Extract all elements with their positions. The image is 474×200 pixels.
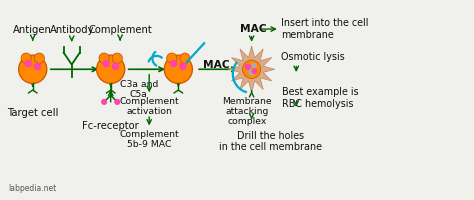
Text: Membrane
attacking
complex: Membrane attacking complex xyxy=(222,97,272,126)
Circle shape xyxy=(103,61,109,67)
Circle shape xyxy=(99,53,109,63)
Polygon shape xyxy=(228,46,275,93)
Circle shape xyxy=(245,64,250,69)
Circle shape xyxy=(112,53,122,63)
Circle shape xyxy=(167,53,177,63)
Circle shape xyxy=(164,55,192,83)
Text: Complement
5b-9 MAC: Complement 5b-9 MAC xyxy=(119,130,179,149)
Text: Osmotic lysis: Osmotic lysis xyxy=(281,52,345,62)
Circle shape xyxy=(252,69,256,73)
Text: Best example is
RBC hemolysis: Best example is RBC hemolysis xyxy=(282,87,359,109)
Circle shape xyxy=(171,61,177,67)
Text: labpedia.net: labpedia.net xyxy=(9,184,56,193)
Circle shape xyxy=(97,55,125,83)
Text: Fc-receptor: Fc-receptor xyxy=(82,121,139,131)
Text: Insert into the cell
membrane: Insert into the cell membrane xyxy=(281,18,368,40)
Circle shape xyxy=(112,63,118,69)
Circle shape xyxy=(35,63,40,69)
Circle shape xyxy=(102,100,107,104)
Text: C3a and
C5a: C3a and C5a xyxy=(120,80,158,99)
Circle shape xyxy=(242,60,261,78)
Text: MAC: MAC xyxy=(203,60,229,70)
Circle shape xyxy=(249,71,254,75)
Circle shape xyxy=(18,55,47,83)
Text: Complement: Complement xyxy=(88,25,152,35)
Circle shape xyxy=(246,67,251,71)
Text: MAC: MAC xyxy=(240,24,266,34)
Circle shape xyxy=(180,63,186,69)
Circle shape xyxy=(180,53,190,63)
Text: Complement
activation: Complement activation xyxy=(119,97,179,116)
Text: Drill the holes
in the cell membrane: Drill the holes in the cell membrane xyxy=(219,131,322,152)
Circle shape xyxy=(115,100,119,104)
Circle shape xyxy=(21,53,31,63)
Text: Target cell: Target cell xyxy=(7,108,58,118)
Text: Antibody: Antibody xyxy=(49,25,94,35)
Text: Antigen: Antigen xyxy=(13,25,52,35)
Circle shape xyxy=(25,61,31,67)
Circle shape xyxy=(34,53,45,63)
Circle shape xyxy=(252,63,256,68)
